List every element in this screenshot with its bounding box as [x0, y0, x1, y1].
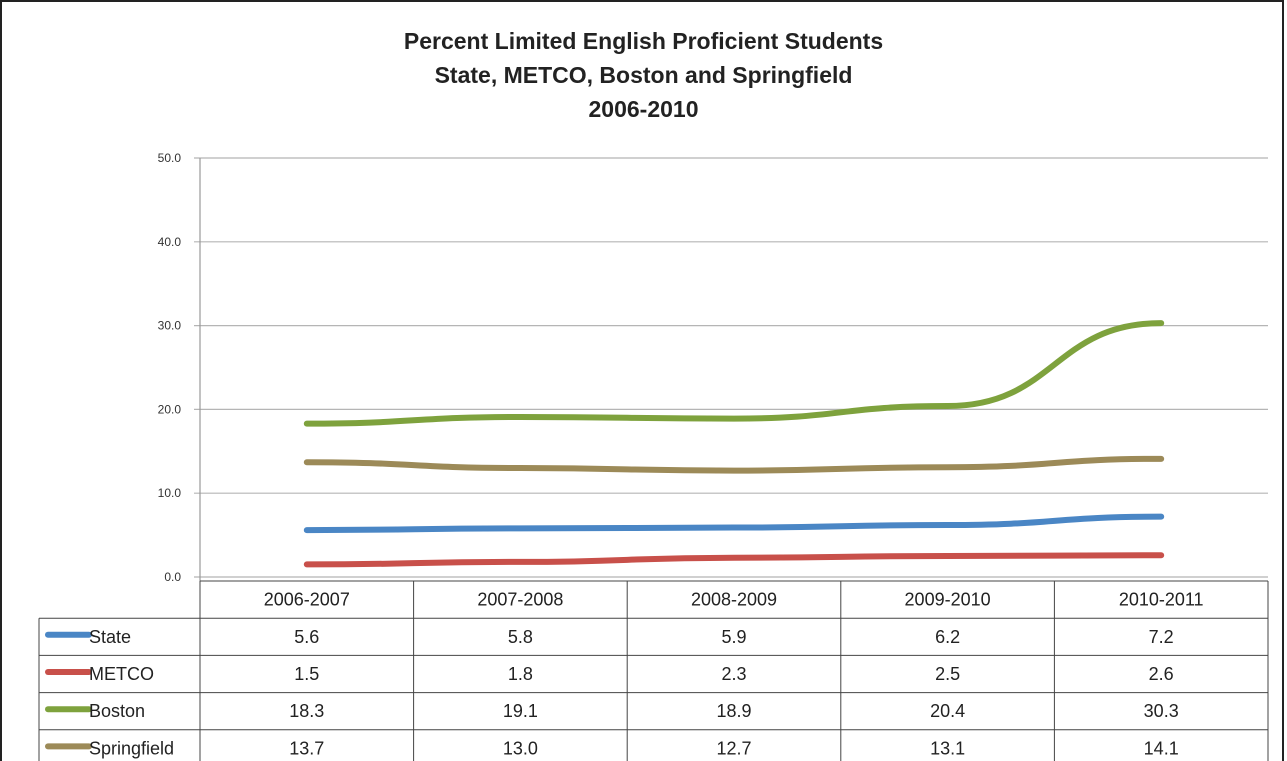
data-table-value: 12.7 — [716, 738, 751, 758]
x-category-label: 2006-2007 — [264, 590, 350, 610]
x-category-label: 2010-2011 — [1119, 590, 1204, 610]
legend-label: METCO — [89, 664, 154, 684]
series-line-boston — [303, 320, 1165, 427]
data-table-value: 2.5 — [935, 664, 960, 684]
data-table-value: 1.5 — [294, 664, 319, 684]
series-line-metco — [303, 552, 1165, 568]
data-table-value: 5.6 — [294, 627, 319, 647]
y-tick-label: 0.0 — [164, 570, 181, 584]
legend-label: Springfield — [89, 738, 174, 758]
data-table-value: 13.0 — [503, 738, 538, 758]
data-table-value: 5.9 — [721, 627, 746, 647]
x-category-label: 2008-2009 — [691, 590, 777, 610]
chart-title: Percent Limited English Proficient Stude… — [0, 24, 1287, 126]
data-table-value: 13.7 — [289, 738, 324, 758]
data-table-value: 19.1 — [503, 701, 538, 721]
chart-title-line-1: Percent Limited English Proficient Stude… — [403, 28, 884, 54]
y-tick-label: 10.0 — [158, 486, 182, 500]
x-category-label: 2007-2008 — [477, 590, 563, 610]
data-table-value: 30.3 — [1144, 701, 1179, 721]
data-table-value: 13.1 — [930, 738, 965, 758]
data-table-value: 2.6 — [1149, 664, 1174, 684]
y-tick-label: 30.0 — [158, 319, 182, 333]
data-table-value: 1.8 — [508, 664, 533, 684]
data-table-value: 2.3 — [721, 664, 746, 684]
y-tick-label: 20.0 — [158, 402, 182, 416]
data-table-value: 6.2 — [935, 627, 960, 647]
x-category-label: 2009-2010 — [905, 590, 991, 610]
data-table-value: 14.1 — [1144, 738, 1179, 758]
chart-title-line-3: 2006-2010 — [588, 96, 699, 122]
legend-label: Boston — [89, 701, 145, 721]
data-table-value: 18.3 — [289, 701, 324, 721]
data-table-value: 5.8 — [508, 627, 533, 647]
data-table-value: 18.9 — [716, 701, 751, 721]
data-table-value: 20.4 — [930, 701, 965, 721]
series-line-springfield — [303, 455, 1165, 474]
y-tick-label: 50.0 — [158, 151, 182, 165]
series-line-state — [303, 513, 1165, 534]
y-tick-label: 40.0 — [158, 235, 182, 249]
legend-label: State — [89, 627, 131, 647]
data-table-value: 7.2 — [1149, 627, 1174, 647]
chart-title-line-2: State, METCO, Boston and Springfield — [434, 62, 853, 88]
